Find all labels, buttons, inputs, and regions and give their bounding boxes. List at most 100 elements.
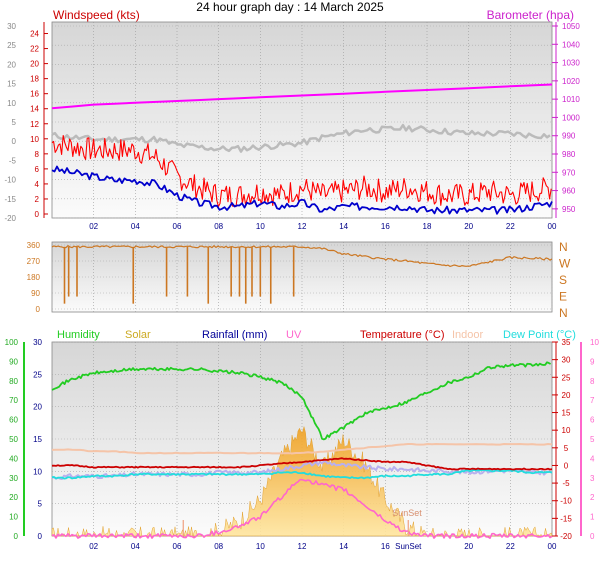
- windspeed-tick-label: 16: [30, 90, 39, 99]
- windspeed-tick-label: 12: [30, 120, 39, 129]
- humidity-series-line: [51, 361, 552, 441]
- windspeed-tick-label: 22: [30, 45, 39, 54]
- temperature-tick-label: 15: [562, 409, 571, 418]
- humidity-tick-label: 30: [9, 474, 18, 483]
- humidity-tick-label: 0: [14, 532, 19, 541]
- thermo-legend-label: Temperature (°C): [360, 329, 444, 341]
- windspeed-tick-label: 18: [30, 75, 39, 84]
- humidity-tick-label: 90: [9, 357, 18, 366]
- wind-x-tick-label: 12: [298, 222, 307, 231]
- uv-series-line: [51, 478, 553, 540]
- grey-series-line: [51, 123, 551, 153]
- compass-label: E: [559, 290, 567, 304]
- windspeed-tick-label: 4: [35, 180, 40, 189]
- temperature-tick-label: 20: [562, 391, 571, 400]
- humidity-tick-label: 100: [5, 338, 19, 347]
- wind-outer-tick-label: 0: [12, 137, 17, 146]
- rainfall-tick-label: 0: [38, 532, 43, 541]
- humidity-tick-label: 10: [9, 513, 18, 522]
- direction-tick-label: 180: [27, 273, 41, 282]
- thermo-x-tick-label: 20: [464, 542, 473, 551]
- temperature-tick-label: -20: [560, 532, 572, 541]
- temperature-tick-label: 25: [562, 373, 571, 382]
- windspeed-tick-label: 14: [30, 105, 39, 114]
- barometer-tick-label: 980: [562, 150, 576, 159]
- rainfall-tick-label: 25: [33, 370, 42, 379]
- wind-x-tick-label: 10: [256, 222, 265, 231]
- thermo-x-tick-label: 02: [89, 542, 98, 551]
- thermo-legend-label: Solar: [125, 329, 151, 341]
- thermo-x-tick-label: 22: [506, 542, 515, 551]
- direction-tick-label: 270: [27, 257, 41, 266]
- humidity-tick-label: 80: [9, 377, 18, 386]
- chart-title: 24 hour graph day : 14 March 2025: [196, 0, 384, 14]
- direction-series-line: [51, 245, 553, 267]
- windspeed-tick-label: 0: [35, 210, 40, 219]
- wind-x-tick-label: 16: [381, 222, 390, 231]
- barometer-tick-label: 1030: [562, 59, 580, 68]
- thermo-legend-label: UV: [286, 329, 302, 341]
- wind-outer-tick-label: 30: [7, 22, 16, 31]
- wind-outer-tick-label: -15: [4, 195, 16, 204]
- thermo-x-tick-label: 04: [131, 542, 140, 551]
- temperature-tick-label: 35: [562, 338, 571, 347]
- barometer-label: Barometer (hpa): [487, 8, 574, 22]
- wind-x-tick-label: 06: [173, 222, 182, 231]
- compass-label: S: [559, 273, 567, 287]
- windspeed-tick-label: 24: [30, 30, 39, 39]
- indoor-series-line: [51, 443, 553, 455]
- windspeed-tick-label: 20: [30, 60, 39, 69]
- temperature-tick-label: -5: [562, 479, 570, 488]
- rainfall-tick-label: 10: [33, 467, 42, 476]
- wind-x-tick-label: 08: [214, 222, 223, 231]
- wind-plot-area: [51, 21, 553, 219]
- wind-outer-tick-label: -20: [4, 214, 16, 223]
- barometer-tick-label: 990: [562, 132, 576, 141]
- temperature-tick-label: 0: [564, 461, 569, 470]
- windspeed-tick-label: 8: [35, 150, 40, 159]
- uv-tick-label: 6: [590, 416, 595, 425]
- barometer-series-line: [51, 83, 553, 110]
- uv-tick-label: 2: [590, 493, 595, 502]
- wind-x-tick-label: 20: [464, 222, 473, 231]
- windspeed-tick-label: 6: [35, 165, 40, 174]
- uv-tick-label: 9: [590, 357, 595, 366]
- wind-outer-tick-label: 20: [7, 60, 16, 69]
- rainfall-tick-label: 5: [38, 500, 43, 509]
- thermo-x-tick-label: 14: [339, 542, 348, 551]
- uv-tick-label: 3: [590, 474, 595, 483]
- uv-tick-label: 10: [590, 338, 599, 347]
- humidity-tick-label: 20: [9, 493, 18, 502]
- uv-tick-label: 4: [590, 454, 595, 463]
- wind-x-tick-label: 00: [548, 222, 557, 231]
- direction-tick-label: 90: [31, 289, 40, 298]
- temperature-tick-label: -10: [560, 497, 572, 506]
- thermo-x-tick-label: 12: [298, 542, 307, 551]
- thermo-x-tick-label: 00: [548, 542, 557, 551]
- thermo-x-tick-label: 16: [381, 542, 390, 551]
- uv-tick-label: 0: [590, 532, 595, 541]
- temperature-tick-label: 30: [562, 356, 571, 365]
- temperature-tick-label: 5: [564, 444, 569, 453]
- barometer-tick-label: 970: [562, 168, 576, 177]
- barometer-tick-label: 960: [562, 187, 576, 196]
- uv-tick-label: 8: [590, 377, 595, 386]
- humidity-tick-label: 70: [9, 396, 18, 405]
- temperature-series-line: [51, 457, 553, 471]
- direction-tick-label: 360: [27, 241, 41, 250]
- rainfall-tick-label: 20: [33, 403, 42, 412]
- wind-outer-tick-label: 5: [12, 118, 17, 127]
- humidity-tick-label: 50: [9, 435, 18, 444]
- direction-tick-label: 0: [36, 305, 41, 314]
- wind-x-tick-label: 02: [89, 222, 98, 231]
- uv-tick-label: 7: [590, 396, 595, 405]
- wind-outer-tick-label: -5: [9, 156, 17, 165]
- uv-tick-label: 1: [590, 513, 595, 522]
- compass-label: N: [559, 240, 568, 254]
- thermo-x-tick-label: 06: [173, 542, 182, 551]
- rainfall-tick-label: 30: [33, 338, 42, 347]
- thermo-x-tick-label: 08: [214, 542, 223, 551]
- windspeed-tick-label: 2: [35, 195, 40, 204]
- windspeed-series-line: [51, 134, 552, 208]
